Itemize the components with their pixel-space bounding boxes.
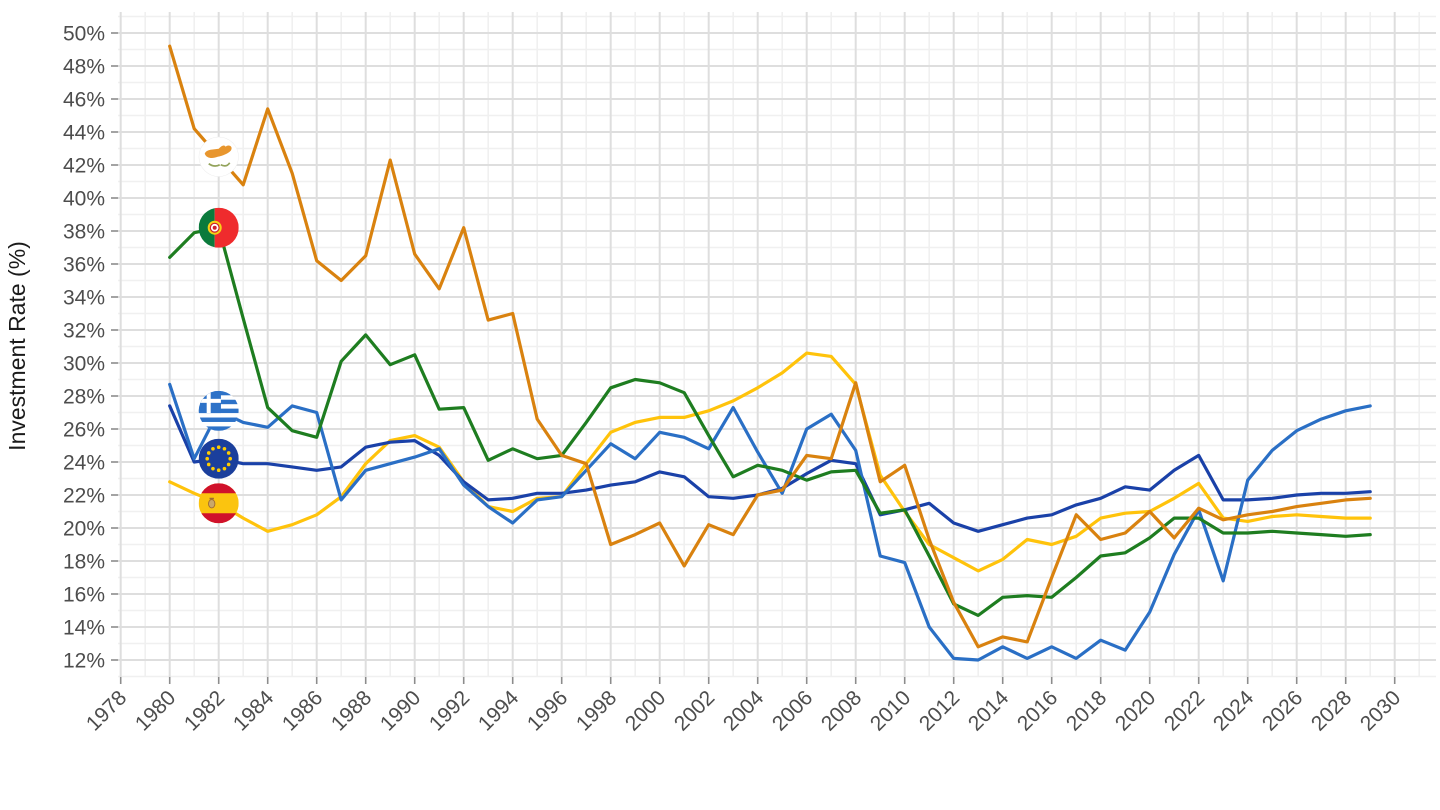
y-tick-label: 46% <box>63 89 105 112</box>
eu-star <box>226 462 231 467</box>
x-tick-label: 1990 <box>376 686 425 735</box>
x-tick-label: 1992 <box>425 686 474 735</box>
x-tick-label: 2030 <box>1356 686 1405 735</box>
spain-emblem <box>208 499 216 509</box>
y-tick-label: 16% <box>63 584 105 607</box>
x-tick-label: 2018 <box>1062 686 1111 735</box>
eu-star <box>211 466 215 471</box>
eu-star <box>216 468 221 472</box>
y-tick-label: 42% <box>63 155 105 178</box>
eu-flag-icon-art <box>198 438 239 479</box>
series-line-spain <box>168 351 1372 573</box>
x-tick-label: 1984 <box>229 686 279 736</box>
olive-branch <box>220 162 231 167</box>
eu-star <box>216 445 221 449</box>
x-tick-label: 1978 <box>82 686 131 735</box>
eu-flag-icon <box>198 438 239 479</box>
eu-star <box>206 451 211 455</box>
eu-star <box>228 456 232 461</box>
x-tick-label: 2010 <box>866 686 915 735</box>
x-tick-label: 1980 <box>131 686 180 735</box>
x-tick-label: 2026 <box>1258 686 1307 735</box>
series-lines <box>168 44 1372 662</box>
x-tick-label: 2006 <box>768 686 817 735</box>
axis-ticks <box>111 32 1396 684</box>
greece-flag-icon-art <box>198 390 239 431</box>
y-tick-label: 36% <box>63 254 105 277</box>
x-tick-label: 1994 <box>474 686 524 736</box>
y-tick-label: 34% <box>63 287 105 310</box>
x-tick-label: 2028 <box>1307 686 1356 735</box>
eu-star <box>211 446 215 451</box>
y-tick-label: 26% <box>63 419 105 442</box>
x-tick-label: 2022 <box>1160 686 1209 735</box>
series-line-cyprus <box>168 44 1372 649</box>
portugal-flag-icon <box>198 207 239 248</box>
olive-branch <box>208 163 221 167</box>
x-axis-labels: 1978 1980 1982 1984 1986 1988 1990 1992 1994 1996… <box>82 686 1405 736</box>
y-tick-label: 48% <box>63 56 105 79</box>
y-tick-label: 44% <box>63 122 105 145</box>
portugal-flag-icon-art <box>198 207 239 248</box>
flag-markers <box>198 136 239 524</box>
x-tick-label: 1988 <box>327 686 376 735</box>
y-tick-label: 22% <box>63 485 105 508</box>
eu-star <box>222 446 227 451</box>
x-tick-label: 2014 <box>964 686 1014 736</box>
y-tick-label: 12% <box>63 650 105 673</box>
chart-generated-content: 1978 1980 1982 1984 1986 1988 1990 1992 1994 1996… <box>63 12 1436 736</box>
y-tick-label: 14% <box>63 617 105 640</box>
eu-star <box>205 456 209 461</box>
y-tick-label: 30% <box>63 353 105 376</box>
y-axis-labels: 12% 14% 16% 18% 20% 22% 24% 26% 28% 30% 32% 34% 36% 3… <box>63 23 105 673</box>
x-tick-label: 1982 <box>180 686 229 735</box>
y-tick-label: 50% <box>63 23 105 46</box>
y-tick-label: 28% <box>63 386 105 409</box>
cyprus-island-shape <box>204 145 232 158</box>
spain-flag-icon-art <box>198 483 239 524</box>
x-tick-label: 1996 <box>523 686 572 735</box>
x-tick-label: 2004 <box>719 686 769 736</box>
eu-star <box>206 462 211 467</box>
y-tick-label: 40% <box>63 188 105 211</box>
series-line-greece <box>168 382 1372 662</box>
eu-star <box>226 451 231 455</box>
series-line-portugal <box>168 226 1372 618</box>
y-tick-label: 38% <box>63 221 105 244</box>
x-tick-label: 1986 <box>278 686 327 735</box>
x-tick-label: 2024 <box>1209 686 1259 736</box>
cyprus-flag-icon <box>198 136 239 177</box>
x-tick-label: 2002 <box>670 686 719 735</box>
eu-star <box>222 466 227 471</box>
greece-flag-icon <box>198 390 239 431</box>
x-tick-label: 1998 <box>572 686 621 735</box>
y-tick-label: 24% <box>63 452 105 475</box>
x-tick-label: 2008 <box>817 686 866 735</box>
x-tick-label: 2012 <box>915 686 964 735</box>
y-axis-title: Investment Rate (%) <box>4 241 30 451</box>
grid <box>118 12 1436 678</box>
x-tick-label: 2016 <box>1013 686 1062 735</box>
cyprus-flag-icon-art <box>198 136 239 177</box>
y-tick-label: 20% <box>63 518 105 541</box>
y-tick-label: 32% <box>63 320 105 343</box>
spain-flag-icon <box>198 483 239 524</box>
x-tick-label: 2000 <box>621 686 670 735</box>
x-tick-label: 2020 <box>1111 686 1160 735</box>
y-tick-label: 18% <box>63 551 105 574</box>
